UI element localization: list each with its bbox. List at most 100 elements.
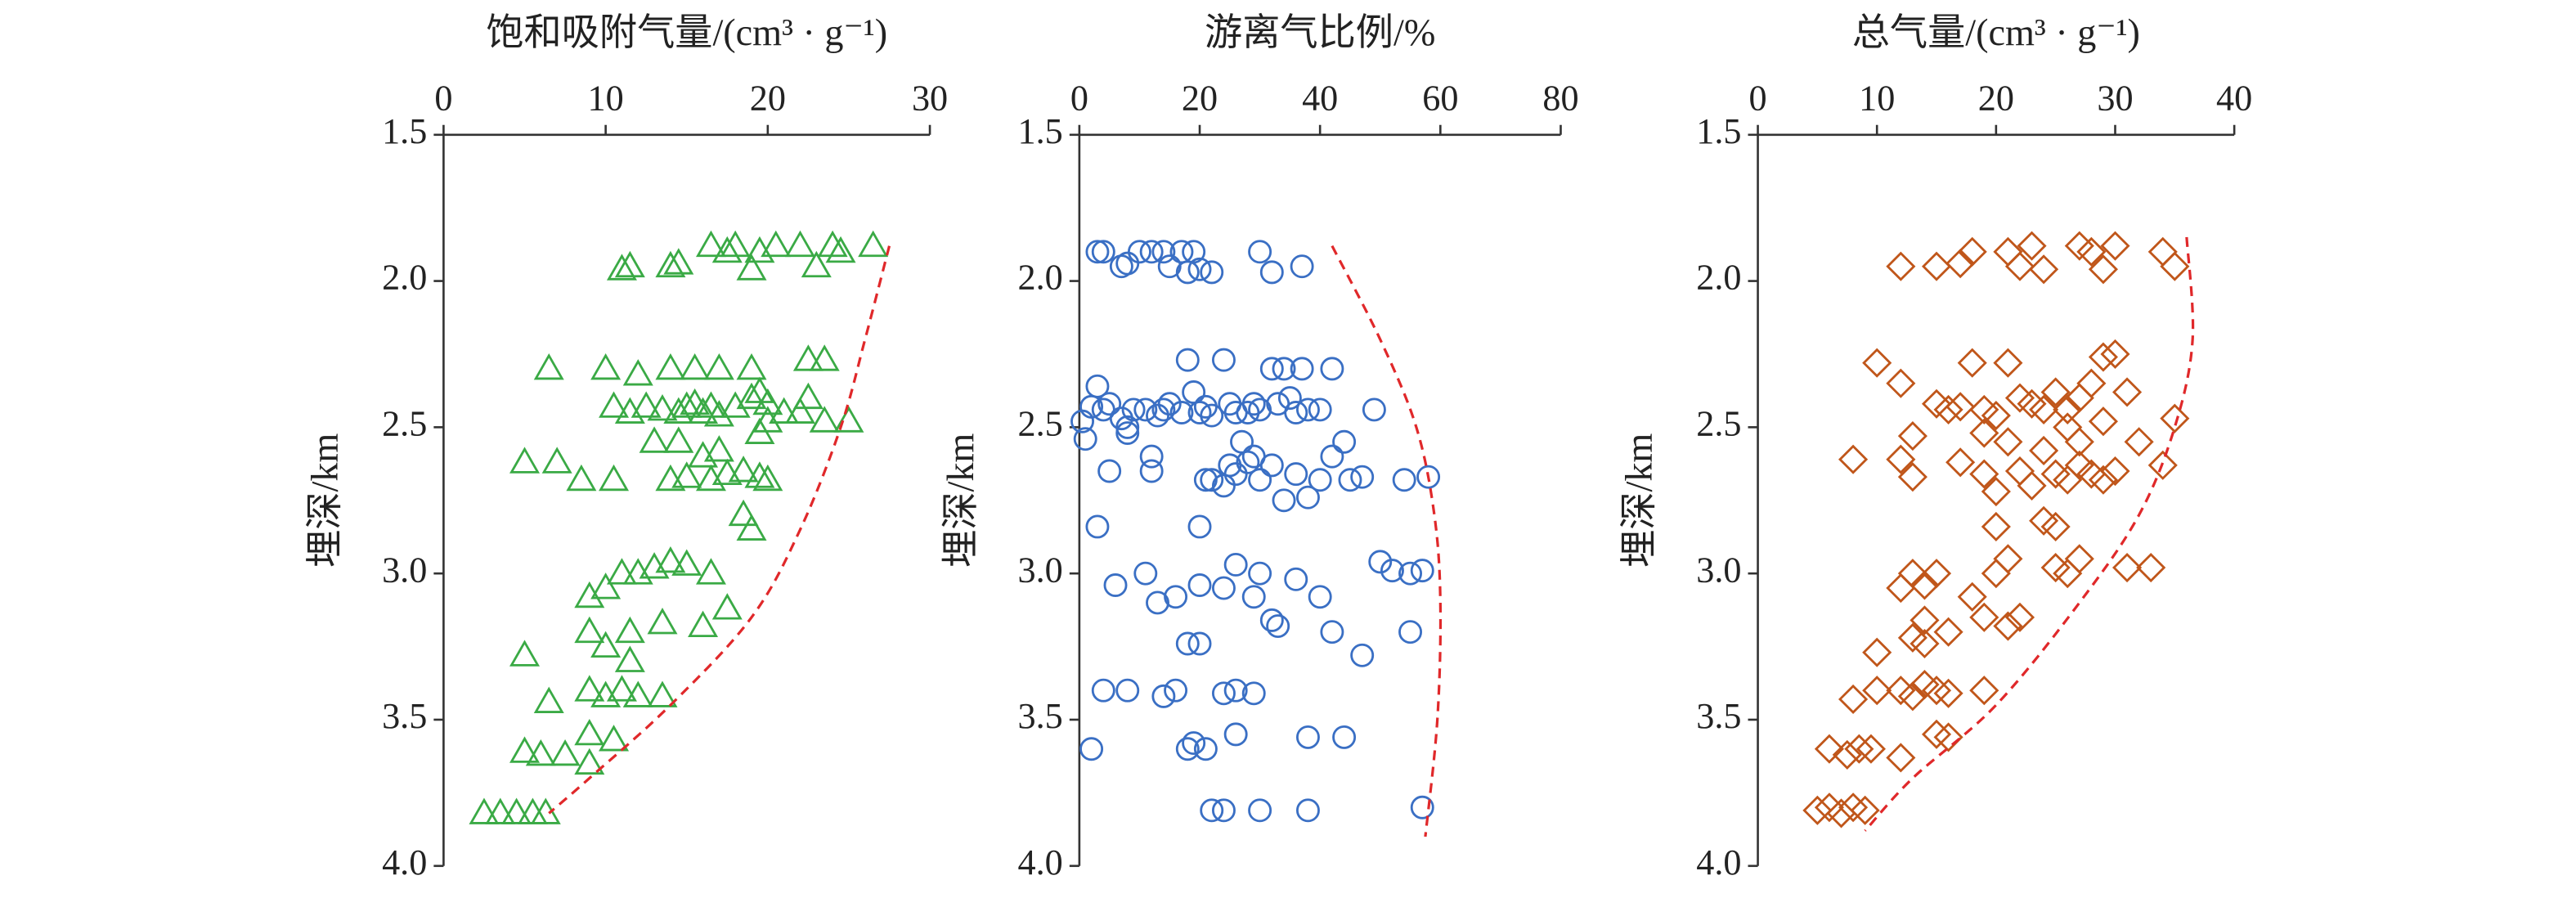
data-point [1993,611,2023,641]
data-point [792,382,824,410]
data-point [1945,249,1976,279]
trend-curve [1331,245,1443,837]
data-point [784,230,815,258]
data-point [574,675,605,702]
data-point [1146,403,1169,428]
data-point [1151,397,1176,422]
data-point [1993,427,2023,457]
data-point [631,391,662,418]
y-axis-label: 埋深/km [1618,433,1660,568]
data-point [1187,401,1212,424]
x-tick-label: 30 [2097,79,2133,119]
data-point [2160,251,2190,281]
data-point [1211,681,1236,706]
data-point [2004,251,2035,281]
data-point [1193,737,1218,761]
chart-title: 饱和吸附气量/(cm³ · g⁻¹) [486,11,887,53]
data-point [736,254,767,281]
data-point [2029,394,2059,424]
data-point [1862,348,1892,378]
data-point [736,382,767,410]
data-point [1259,357,1284,381]
data-point [599,391,630,418]
data-point [574,748,605,775]
data-point [792,344,824,371]
y-tick-label: 4.0 [1696,842,1741,882]
x-tick-label: 60 [1422,79,1458,119]
data-point [1115,421,1140,445]
x-tick-label: 20 [750,79,786,119]
data-point [1392,468,1416,492]
data-point [599,464,630,492]
data-point [2160,403,2190,433]
data-point [1248,798,1272,823]
data-point [2004,456,2035,487]
data-point [1993,348,2023,378]
data-point [761,230,792,258]
x-tick-label: 20 [1182,79,1218,119]
data-point [1290,357,1314,381]
data-point [695,464,726,492]
data-point [663,426,694,453]
data-point [1320,357,1344,381]
data-point [720,391,751,418]
data-point [1200,468,1224,492]
data-point [1838,792,1869,823]
data-point [1175,348,1200,372]
y-tick-label: 2.5 [1018,404,1063,444]
data-point [1945,447,1976,478]
data-point [1410,559,1434,583]
data-point [1175,737,1200,761]
data-point [1320,620,1344,644]
data-point [1814,734,1845,764]
data-point [1164,585,1188,609]
data-point [744,461,775,488]
data-point [1146,590,1169,615]
data-point [1398,561,1423,586]
data-point [744,376,775,403]
data-point [2088,254,2118,285]
data-point [1838,444,1869,474]
data-point [2100,231,2130,261]
data-point [574,616,605,644]
data-point [1241,585,1266,609]
data-point [1933,678,1963,708]
data-point [647,680,678,707]
data-point [784,397,815,424]
data-point [2100,456,2130,487]
data-point [1182,380,1206,404]
data-point [2147,450,2178,480]
data-point [1933,617,1963,647]
data-point [1826,798,1856,828]
data-point [711,236,743,263]
data-point [1284,401,1308,424]
data-point [1886,251,1916,281]
panel: 饱和吸附气量/(cm³ · g⁻¹) 埋深/km 0 10 20 30 1.5 2.0 2.5 3… [303,11,948,882]
data-point [1187,573,1212,597]
data-point [541,447,572,474]
data-point [2053,559,2083,589]
data-point [1085,240,1110,264]
chart-title: 总气量/(cm³ · g⁻¹) [1852,11,2140,53]
data-point [1223,722,1248,747]
data-point [1969,418,1999,448]
y-tick-label: 3.0 [1018,550,1063,590]
data-point [614,616,645,644]
data-point [1897,681,1928,712]
data-point [1921,388,1952,419]
data-point [2040,552,2071,583]
data-point [1121,397,1146,422]
data-point [509,736,541,763]
y-tick-label: 2.0 [1018,258,1063,298]
data-point [590,572,622,599]
data-point [1886,743,1916,773]
data-point [2053,465,2083,495]
data-point [509,640,541,667]
data-point [1248,397,1272,422]
data-point [590,631,622,658]
data-point [2112,377,2143,407]
data-point [2040,511,2071,542]
data-point [1969,676,1999,706]
x-tick-label: 30 [912,79,948,119]
data-point [728,456,759,483]
